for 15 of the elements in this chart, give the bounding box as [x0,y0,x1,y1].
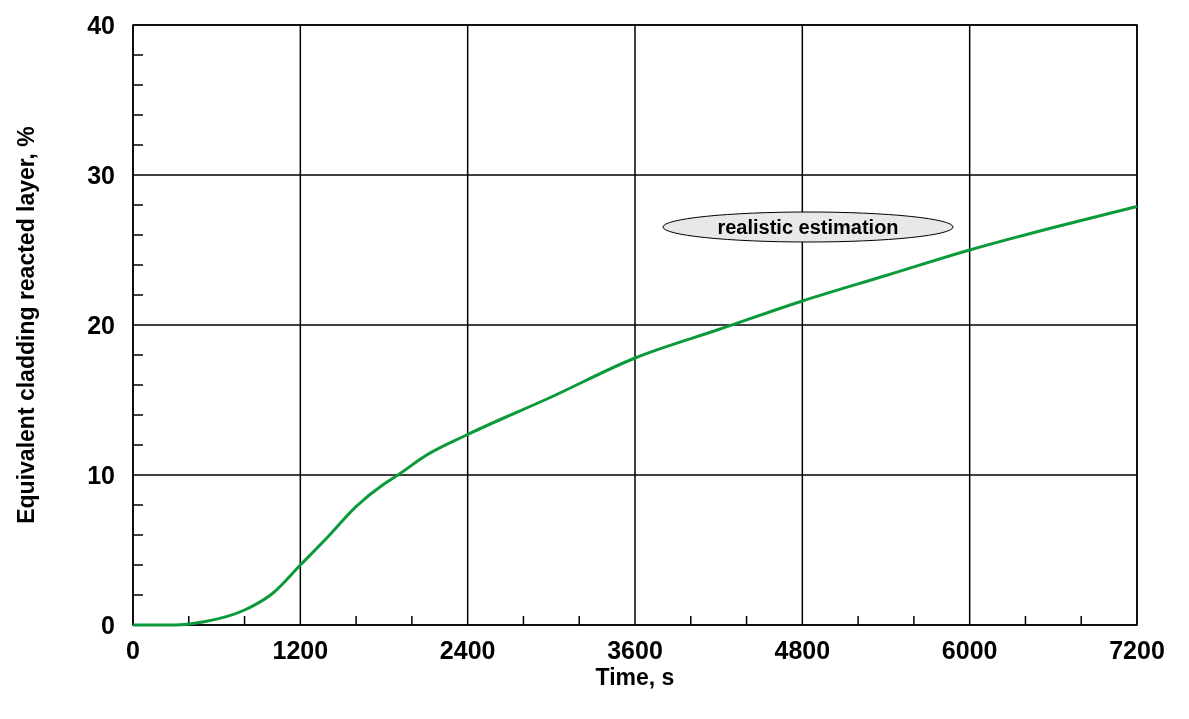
x-tick-label: 3600 [607,636,663,664]
x-tick-label: 4800 [774,636,831,664]
y-tick-label: 20 [87,311,115,339]
x-tick-label: 6000 [941,636,998,664]
y-tick-label: 40 [87,11,115,39]
x-tick-label: 0 [126,636,140,664]
y-axis-title: Equivalent cladding reacted layer, % [13,126,39,524]
y-tick-label: 10 [87,461,115,489]
annotation: realistic estimation [717,216,899,238]
y-tick-label: 0 [101,611,115,639]
x-tick-label: 1200 [272,636,329,664]
x-axis-title: Time, s [595,664,675,690]
x-tick-label: 2400 [439,636,496,664]
y-tick-label: 30 [87,161,115,189]
x-tick-label: 7200 [1109,636,1165,664]
